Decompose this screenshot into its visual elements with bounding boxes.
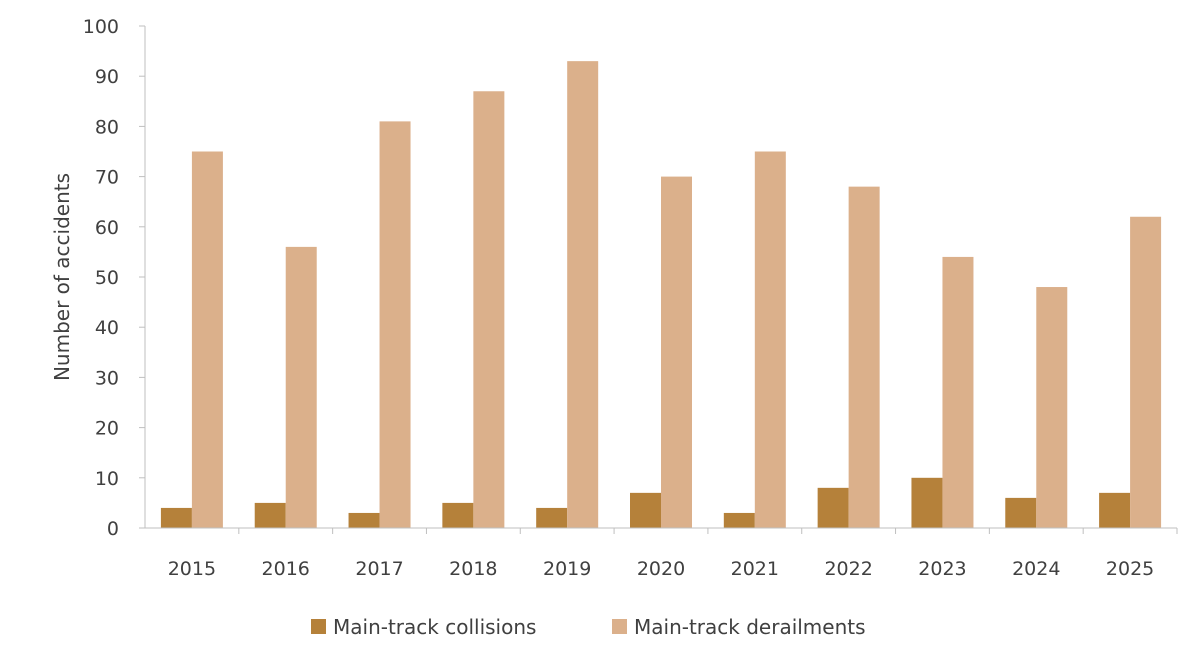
x-tick-label: 2017 — [355, 558, 403, 580]
x-tick-label: 2023 — [918, 558, 966, 580]
bar-main-track-collisions-2021 — [723, 512, 755, 528]
bar-main-track-derailments-2017 — [379, 121, 411, 528]
x-tick-label: 2024 — [1012, 558, 1060, 580]
y-tick-label: 40 — [95, 317, 119, 339]
legend-item: Main-track collisions — [311, 615, 536, 639]
bar-main-track-collisions-2025 — [1099, 492, 1131, 528]
bar-main-track-derailments-2022 — [848, 186, 880, 528]
y-tick-label: 90 — [95, 66, 119, 88]
legend-label: Main-track derailments — [634, 615, 866, 639]
legend-swatch — [612, 619, 627, 634]
y-axis-title: Number of accidents — [50, 173, 74, 381]
legend: Main-track collisions Main-track derailme… — [311, 615, 866, 639]
y-tick-label: 100 — [83, 16, 119, 38]
bar-main-track-derailments-2023 — [942, 256, 974, 528]
x-tick-label: 2019 — [543, 558, 591, 580]
y-tick-label: 70 — [95, 167, 119, 189]
bar-main-track-derailments-2018 — [473, 91, 505, 528]
y-tick-label: 20 — [95, 418, 119, 440]
bar-main-track-derailments-2020 — [661, 176, 692, 528]
y-tick-label: 60 — [95, 217, 119, 239]
y-tick-label: 10 — [95, 468, 119, 490]
x-axis: 2015 2016 2017 2018 2019 2020 2021 2022 2023 2024… — [145, 527, 1178, 580]
bar-main-track-collisions-2019 — [536, 507, 568, 528]
bar-main-track-derailments-2024 — [1036, 287, 1068, 528]
x-tick-label: 2016 — [262, 558, 310, 580]
x-tick-label: 2020 — [637, 558, 685, 580]
x-tick-label: 2022 — [824, 558, 872, 580]
bar-main-track-collisions-2015 — [160, 507, 192, 528]
legend-label: Main-track collisions — [333, 615, 536, 639]
bar-main-track-collisions-2017 — [348, 512, 380, 528]
y-tick-label: 80 — [95, 116, 119, 138]
bar-main-track-derailments-2025 — [1130, 216, 1162, 528]
bar-main-track-collisions-2020 — [630, 492, 661, 528]
bar-main-track-derailments-2019 — [567, 61, 599, 528]
bar-main-track-collisions-2024 — [1005, 497, 1037, 528]
bar-main-track-collisions-2023 — [911, 477, 943, 528]
legend-swatch — [311, 619, 326, 634]
legend-item: Main-track derailments — [612, 615, 866, 639]
x-tick-label: 2025 — [1106, 558, 1154, 580]
x-tick-label: 2015 — [168, 558, 216, 580]
bar-main-track-derailments-2021 — [754, 151, 786, 528]
bar-main-track-collisions-2018 — [442, 502, 474, 528]
bar-main-track-collisions-2022 — [817, 487, 849, 528]
bar-main-track-derailments-2015 — [191, 151, 223, 528]
y-tick-label: 0 — [107, 518, 119, 540]
x-tick-label: 2018 — [449, 558, 497, 580]
y-tick-label: 30 — [95, 367, 119, 389]
y-tick-label: 50 — [95, 267, 119, 289]
x-tick-label: 2021 — [731, 558, 779, 580]
bar-main-track-collisions-2016 — [254, 502, 286, 528]
y-axis: 0 10 20 30 40 50 60 70 80 90 100 — [83, 16, 146, 540]
bars — [160, 61, 1162, 528]
bar-main-track-derailments-2016 — [285, 246, 317, 528]
